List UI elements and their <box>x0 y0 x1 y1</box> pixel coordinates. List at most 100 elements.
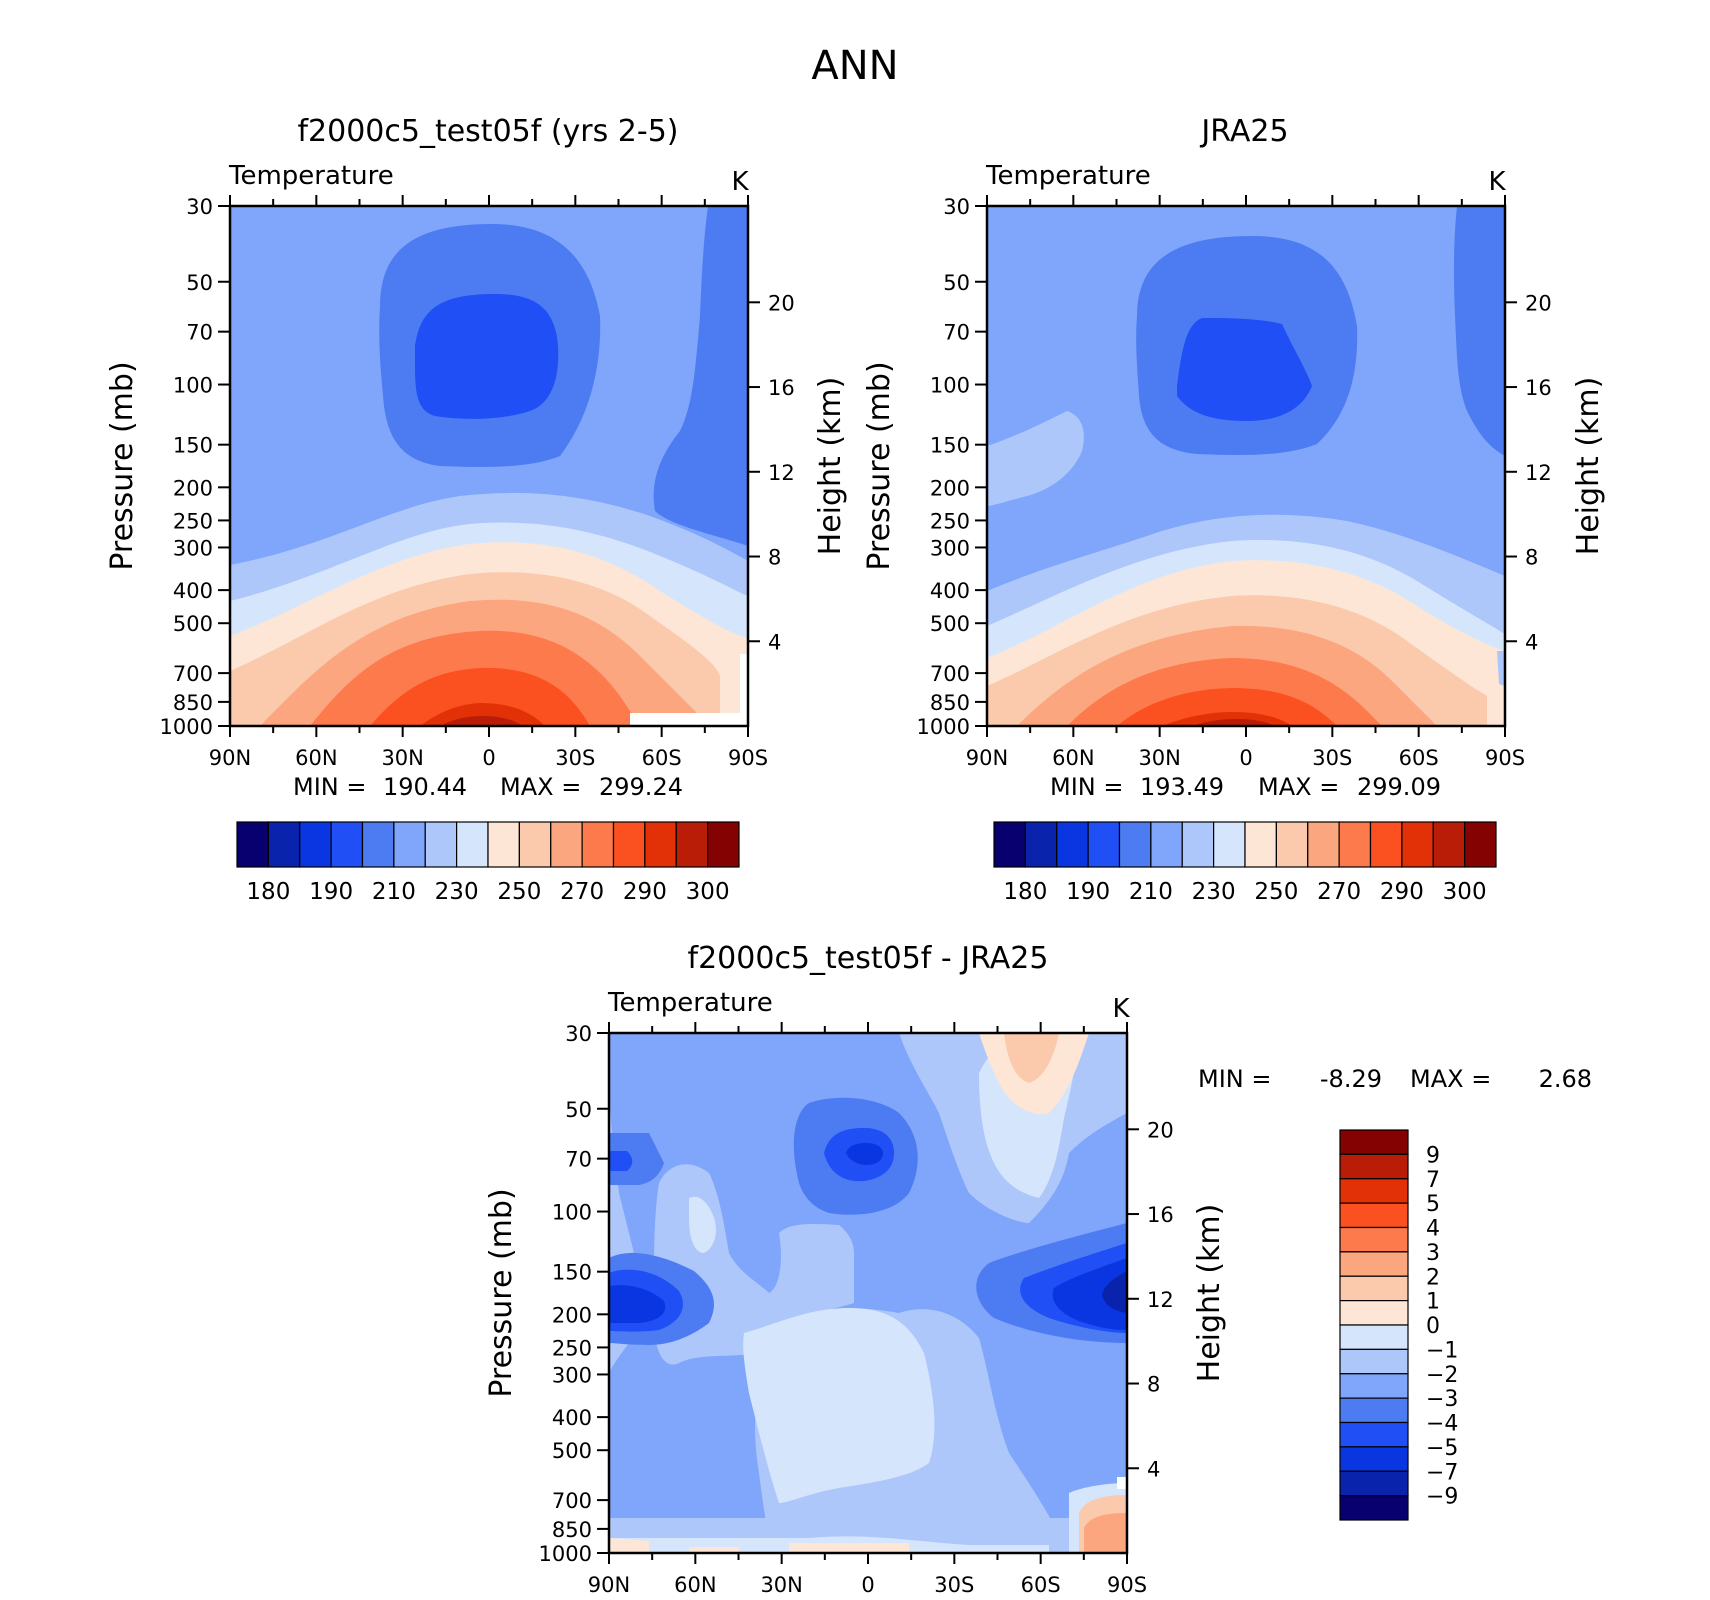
figure-title: ANN <box>811 43 898 89</box>
colorbar-cell <box>1150 821 1183 868</box>
colorbar-label: 180 <box>246 879 290 905</box>
colorbar-cell <box>1307 821 1340 868</box>
x-tick-label: 60N <box>1052 746 1094 770</box>
x-tick-label: 60N <box>674 1573 716 1597</box>
colorbar-label: 290 <box>623 879 667 905</box>
colorbar-cell <box>1339 1495 1409 1521</box>
x-tick-label: 30N <box>1138 746 1180 770</box>
units-label: K <box>1112 994 1130 1024</box>
ylabel-left: Pressure (mb) <box>484 1188 519 1397</box>
axes-layer: 3050701001502002503004005007008501000481… <box>160 195 1552 1597</box>
pressure-tick-label: 100 <box>552 1201 592 1225</box>
pressure-tick-label: 400 <box>930 579 970 603</box>
colorbar-cell <box>1464 821 1497 868</box>
colorbar-label: 0 <box>1426 1314 1440 1339</box>
colorbar-label: 5 <box>1426 1192 1440 1217</box>
colorbar-cell <box>707 821 740 868</box>
pressure-tick-label: 300 <box>552 1363 592 1387</box>
stat-max-label: MAX = <box>1258 773 1339 801</box>
x-tick-label: 90S <box>728 746 768 770</box>
colorbar-cell <box>1339 1300 1409 1326</box>
x-tick-label: 30N <box>381 746 423 770</box>
panel-obs: JRA25 Temperature K Pressure (mb) Height… <box>862 114 1606 801</box>
pressure-tick-label: 250 <box>930 509 970 533</box>
pressure-tick-label: 70 <box>943 321 970 345</box>
height-tick-label: 8 <box>768 546 781 570</box>
ylabel-left: Pressure (mb) <box>862 361 897 570</box>
colorbar-label: 270 <box>1317 879 1361 905</box>
colorbar-label: 300 <box>686 879 730 905</box>
height-tick-label: 16 <box>1147 1203 1174 1227</box>
colorbar-cell <box>1339 1275 1409 1302</box>
colorbar-cell <box>299 821 332 868</box>
units-label: K <box>1488 167 1506 197</box>
ylabel-left: Pressure (mb) <box>105 361 140 570</box>
colorbar-cell <box>456 821 489 868</box>
pressure-tick-label: 850 <box>173 691 213 715</box>
pressure-tick-label: 500 <box>552 1439 592 1463</box>
colorbar-cell <box>1024 821 1058 868</box>
colorbar-cell <box>1339 1397 1409 1424</box>
colorbar-cell <box>1181 821 1215 868</box>
stat-min-value: 193.49 <box>1140 773 1224 801</box>
colorbar-label: 4 <box>1426 1217 1440 1242</box>
colorbar-label: −5 <box>1426 1436 1458 1461</box>
pressure-tick-label: 400 <box>552 1406 592 1430</box>
colorbar-label: 190 <box>1066 879 1110 905</box>
pressure-tick-label: 400 <box>173 579 213 603</box>
colorbar-label: −3 <box>1426 1387 1458 1412</box>
x-tick-label: 30S <box>934 1573 974 1597</box>
units-label: K <box>731 167 749 197</box>
ylabel-right: Height (km) <box>1571 377 1606 556</box>
height-tick-label: 4 <box>768 630 781 654</box>
height-tick-label: 12 <box>768 461 795 485</box>
stat-max-value: 299.09 <box>1357 773 1441 801</box>
pressure-tick-label: 30 <box>186 195 213 219</box>
pressure-tick-label: 150 <box>930 434 970 458</box>
colorbar-cell <box>267 821 301 868</box>
colorbar-cell <box>487 821 520 868</box>
pressure-tick-label: 50 <box>565 1098 592 1122</box>
pressure-tick-label: 1000 <box>539 1542 592 1566</box>
colorbar-cell <box>1056 821 1089 868</box>
x-tick-label: 0 <box>482 746 495 770</box>
pressure-tick-label: 700 <box>552 1489 592 1513</box>
x-tick-label: 0 <box>1239 746 1252 770</box>
pressure-tick-label: 1000 <box>917 715 970 739</box>
colorbar-label: 210 <box>1129 879 1173 905</box>
pressure-tick-label: 250 <box>173 509 213 533</box>
pressure-tick-label: 150 <box>173 434 213 458</box>
colorbar-label: 3 <box>1426 1241 1440 1266</box>
pressure-tick-label: 850 <box>930 691 970 715</box>
pressure-tick-label: 700 <box>173 662 213 686</box>
colorbar-label: 290 <box>1380 879 1424 905</box>
colorbar-cell <box>1432 821 1466 868</box>
colorbar-label: −7 <box>1426 1460 1458 1485</box>
x-tick-label: 30S <box>555 746 595 770</box>
colorbar-cell <box>330 821 364 868</box>
height-tick-label: 4 <box>1525 630 1538 654</box>
colorbar-label: 1 <box>1426 1290 1440 1315</box>
pressure-tick-label: 30 <box>565 1022 592 1046</box>
stat-min-value: -8.29 <box>1320 1065 1382 1093</box>
colorbar-label: 300 <box>1443 879 1487 905</box>
height-tick-label: 20 <box>1525 291 1552 315</box>
variable-label: Temperature <box>985 161 1151 191</box>
colorbar-cell <box>1339 1226 1409 1253</box>
ylabel-right: Height (km) <box>1192 1204 1227 1383</box>
colorbar-label: 230 <box>1192 879 1236 905</box>
x-tick-label: 90S <box>1485 746 1525 770</box>
colorbar-cell <box>1275 821 1309 868</box>
panel-model: f2000c5_test05f (yrs 2-5) Temperature K … <box>105 114 848 801</box>
colorbar-cell <box>993 821 1026 868</box>
x-tick-label: 90N <box>209 746 251 770</box>
x-tick-label: 60S <box>1399 746 1439 770</box>
colorbar-label: 9 <box>1426 1143 1440 1168</box>
pressure-tick-label: 70 <box>186 321 213 345</box>
pressure-tick-label: 200 <box>930 476 970 500</box>
colorbar-label: 230 <box>435 879 479 905</box>
colorbar-cell <box>1087 821 1121 868</box>
colorbar-cell <box>1244 821 1277 868</box>
height-tick-label: 12 <box>1525 461 1552 485</box>
pressure-tick-label: 100 <box>930 374 970 398</box>
